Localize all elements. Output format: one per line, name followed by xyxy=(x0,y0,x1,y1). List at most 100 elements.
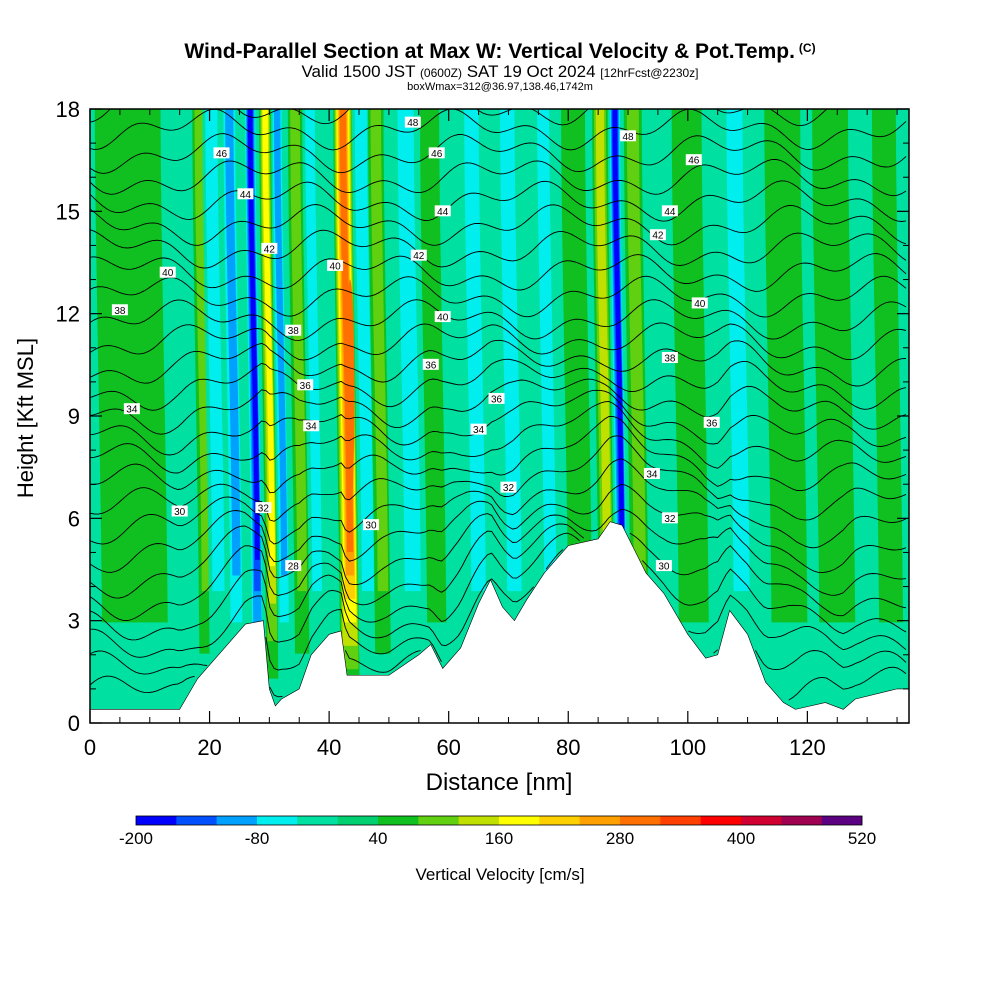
colorbar-frame xyxy=(135,815,863,826)
svg-text:38: 38 xyxy=(288,326,300,337)
colorbar-swatch xyxy=(216,816,258,825)
svg-text:28: 28 xyxy=(288,562,300,573)
theta-contour xyxy=(90,401,907,474)
colorbar-swatch xyxy=(620,816,661,825)
theta-contour xyxy=(90,229,907,269)
svg-text:46: 46 xyxy=(688,156,700,167)
colorbar-tick-label: 40 xyxy=(369,829,388,848)
title-text: Wind-Parallel Section at Max W: Vertical… xyxy=(184,40,795,63)
colorbar: -200 -80 40 160 280 400 520 xyxy=(119,815,876,848)
colorbar-swatch xyxy=(579,816,621,825)
x-axis: 0 20 40 60 80 100 120 xyxy=(84,109,898,760)
terrain-mask xyxy=(90,521,909,723)
theta-contour xyxy=(90,275,907,318)
contour-label: 38 xyxy=(285,324,302,337)
svg-text:38: 38 xyxy=(664,354,676,365)
colorbar-swatch xyxy=(337,816,379,825)
svg-text:32: 32 xyxy=(664,514,676,525)
colorbar-swatch xyxy=(781,816,822,825)
theta-contour xyxy=(90,180,907,222)
theta-contour xyxy=(90,378,907,435)
svg-text:40: 40 xyxy=(437,313,449,324)
colorbar-tick-label: 400 xyxy=(727,829,755,848)
svg-text:34: 34 xyxy=(646,469,658,480)
svg-text:44: 44 xyxy=(240,190,252,201)
theta-contour xyxy=(90,650,907,701)
contour-label: 34 xyxy=(470,423,487,436)
svg-text:40: 40 xyxy=(330,261,342,272)
contour-label: 32 xyxy=(255,502,272,515)
velocity-level xyxy=(397,109,421,592)
contour-label: 36 xyxy=(422,358,439,371)
contour-label: 34 xyxy=(303,420,320,433)
velocity-level xyxy=(247,109,260,560)
x-tick-label: 100 xyxy=(669,735,706,760)
x-axis-label: Distance [nm] xyxy=(426,769,573,796)
colorbar-swatch xyxy=(136,816,177,825)
contour-label: 30 xyxy=(171,505,188,518)
svg-text:40: 40 xyxy=(694,299,706,310)
colorbar-tick-label: 520 xyxy=(848,829,876,848)
velocity-band xyxy=(764,109,808,623)
svg-text:32: 32 xyxy=(258,504,270,515)
theta-contour-labels: 48 46 46 44 44 42 42 40 40 40 38 38 36 36 34 34 36 34 32 30… xyxy=(111,116,720,573)
theta-contour xyxy=(90,299,907,341)
svg-text:42: 42 xyxy=(413,251,425,262)
svg-text:42: 42 xyxy=(264,244,276,255)
contour-label: 42 xyxy=(410,249,427,262)
svg-text:48: 48 xyxy=(622,132,634,143)
colorbar-tick-label: -80 xyxy=(245,829,270,848)
colorbar-tick-label: 280 xyxy=(606,829,634,848)
theta-contour xyxy=(90,532,907,641)
contour-label: 34 xyxy=(643,467,660,480)
theta-contour xyxy=(90,109,907,151)
y-tick-label: 3 xyxy=(68,609,80,634)
colorbar-swatch xyxy=(700,816,742,825)
contour-label: 32 xyxy=(661,512,678,525)
theta-contour xyxy=(90,322,907,361)
svg-text:34: 34 xyxy=(473,425,485,436)
colorbar-swatch xyxy=(660,816,701,825)
colorbar-swatch xyxy=(458,816,500,825)
contour-label: 36 xyxy=(297,379,314,392)
x-tick-label: 120 xyxy=(789,735,826,760)
contour-label: 40 xyxy=(434,311,451,324)
svg-text:30: 30 xyxy=(658,562,670,573)
colorbar-swatch xyxy=(176,816,217,825)
velocity-band xyxy=(460,109,490,654)
contour-label: 38 xyxy=(661,352,678,365)
svg-text:30: 30 xyxy=(174,507,186,518)
theta-contour xyxy=(90,389,907,456)
theta-contour xyxy=(90,253,907,292)
theta-contour xyxy=(90,609,907,675)
velocity-level xyxy=(764,109,808,623)
y-tick-label: 18 xyxy=(56,97,80,122)
contour-label: 40 xyxy=(327,259,344,272)
y-tick-label: 0 xyxy=(68,711,80,736)
contour-label: 34 xyxy=(123,403,140,416)
forecast-info: [12hrFcst@2230z] xyxy=(600,66,699,80)
theta-contour xyxy=(90,415,907,494)
theta-contour xyxy=(90,435,907,522)
velocity-band xyxy=(124,109,168,623)
theta-contour xyxy=(90,358,907,411)
svg-text:36: 36 xyxy=(425,360,437,371)
contour-label: 44 xyxy=(661,205,678,218)
contour-label: 44 xyxy=(434,205,451,218)
svg-text:40: 40 xyxy=(162,268,174,279)
svg-text:46: 46 xyxy=(216,149,228,160)
contour-label: 30 xyxy=(362,519,379,532)
contour-label: 46 xyxy=(213,147,230,160)
velocity-level xyxy=(500,109,522,592)
y-tick-label: 12 xyxy=(56,302,80,327)
velocity-level xyxy=(124,109,168,623)
contour-label: 48 xyxy=(620,130,637,143)
colorbar-swatch xyxy=(378,816,419,825)
velocity-level xyxy=(262,109,275,567)
valid-prefix: Valid 1500 JST xyxy=(301,62,416,81)
svg-text:38: 38 xyxy=(114,306,126,317)
velocity-band xyxy=(496,109,526,654)
y-tick-label: 15 xyxy=(56,199,80,224)
svg-text:36: 36 xyxy=(300,381,312,392)
